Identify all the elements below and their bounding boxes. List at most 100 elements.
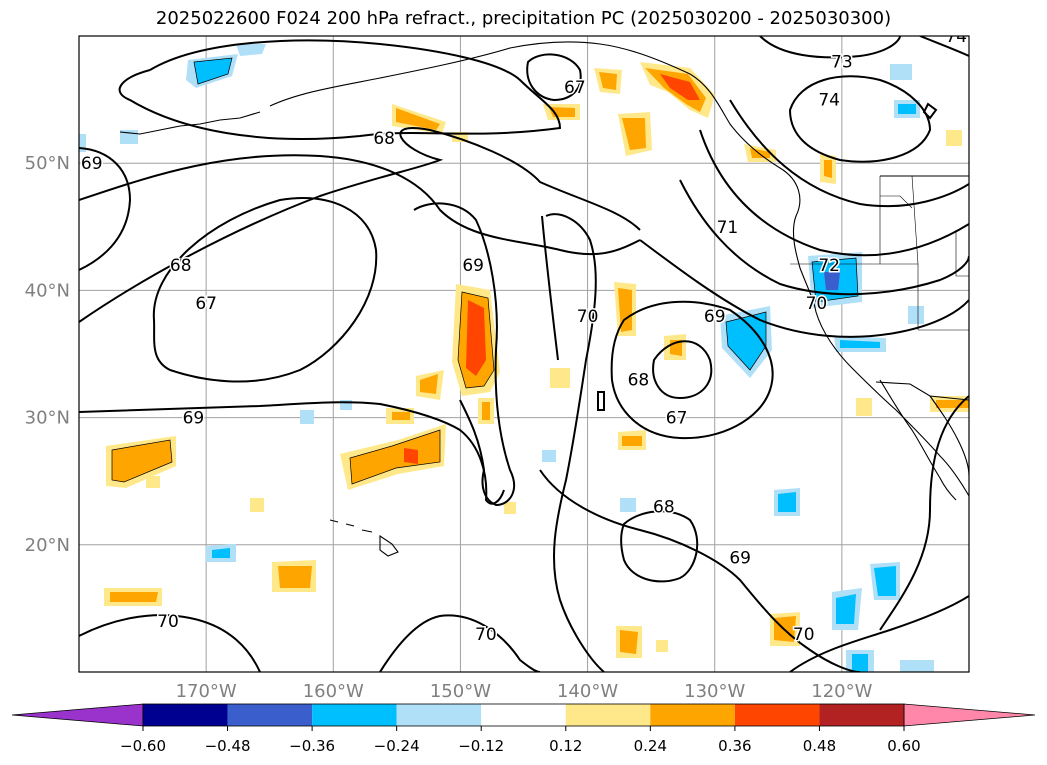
precip-patch xyxy=(946,130,962,146)
precip-patch xyxy=(856,398,872,416)
precip-patch xyxy=(278,566,312,588)
contour-label: 69 xyxy=(704,307,726,327)
precip-patch xyxy=(420,374,438,394)
precip-patch xyxy=(874,566,896,596)
precip-patch xyxy=(599,72,617,90)
contour-label: 69 xyxy=(81,154,103,174)
contour-label: 70 xyxy=(577,307,599,327)
precip-patch xyxy=(110,592,158,602)
colorbar-tick-label: −0.36 xyxy=(289,737,335,755)
precip-patch xyxy=(622,436,642,446)
colorbar-swatch xyxy=(227,704,313,726)
contour-70-south-mid xyxy=(379,614,541,672)
contour-68-south xyxy=(620,510,699,583)
colorbar-tick-label: 0.36 xyxy=(718,737,751,755)
colorbar-frame xyxy=(142,703,905,727)
chart-title: 2025022600 F024 200 hPa refract., precip… xyxy=(155,8,892,29)
contour-label: 70 xyxy=(806,294,828,314)
refractivity-contours xyxy=(79,36,969,672)
contour-70-left xyxy=(541,215,559,361)
colorbar-swatch xyxy=(312,704,397,726)
colorbar-swatch xyxy=(396,704,482,726)
contour-top-right-loop xyxy=(526,53,582,102)
contour-label: 70 xyxy=(793,625,815,645)
precip-patch xyxy=(542,450,556,462)
precip-patch xyxy=(840,340,880,348)
colorbar-under-extension xyxy=(11,703,144,727)
contour-small-loop xyxy=(597,391,605,411)
contour-top-arc xyxy=(118,39,562,140)
precip-patch xyxy=(404,448,418,464)
hawaii-islands xyxy=(329,519,399,557)
colorbar-swatch xyxy=(481,704,566,726)
contour-label: 74 xyxy=(945,27,967,47)
precip-patch xyxy=(194,58,232,84)
precip-patch xyxy=(824,272,840,290)
contour-74 xyxy=(788,75,932,163)
contour-label: 68 xyxy=(170,256,192,276)
precip-patch xyxy=(396,108,440,130)
colorbar: −0.60 −0.48 −0.36 −0.24 −0.12 0.12 0.24 0.36 0.4… xyxy=(11,703,1036,755)
contour-label: 72 xyxy=(818,256,840,276)
contour-label: 71 xyxy=(717,218,739,238)
precip-patch xyxy=(620,498,636,512)
contour-70-narrow xyxy=(545,213,605,672)
map-plot-area: 6867696869676970686768697172707374746970… xyxy=(79,27,969,672)
contour-69-west xyxy=(79,147,132,271)
contour-label: 74 xyxy=(818,91,840,111)
contour-label: 68 xyxy=(373,129,395,149)
precip-patch xyxy=(824,160,832,178)
plot-frame xyxy=(78,35,970,673)
precip-patch xyxy=(350,430,440,484)
colorbar-tick-label: 0.48 xyxy=(803,737,836,755)
precip-patch xyxy=(618,288,632,332)
colorbar-tick-label: 0.12 xyxy=(549,737,582,755)
precip-patch xyxy=(898,104,916,114)
longitude-tick-label: 160°W xyxy=(303,681,364,702)
precip-patch xyxy=(550,368,570,388)
contour-label: 69 xyxy=(729,549,751,569)
contour-69-mid xyxy=(79,401,505,505)
contour-label: 69 xyxy=(462,256,484,276)
contour-labels: 6867696869676970686768697172707374746970… xyxy=(79,27,968,646)
us-mexico-border xyxy=(875,381,969,401)
contour-label: 68 xyxy=(628,370,650,390)
colorbar-tick-label: −0.12 xyxy=(458,737,504,755)
precip-negative-shading xyxy=(79,44,934,672)
contour-label: 67 xyxy=(195,294,217,314)
contour-label: 69 xyxy=(183,409,205,429)
colorbar-over-extension xyxy=(903,703,1036,727)
precip-patch xyxy=(300,410,314,424)
longitude-labels: 170°W 160°W 150°W 140°W 130°W 120°W xyxy=(176,681,873,702)
mainland-mexico-coast xyxy=(929,395,969,477)
coastlines xyxy=(119,41,969,557)
precip-patch xyxy=(852,654,868,672)
latitude-tick-label: 30°N xyxy=(25,408,70,429)
precip-outlines xyxy=(111,57,859,485)
colorbar-swatch xyxy=(819,704,904,726)
contour-label: 73 xyxy=(831,52,853,72)
precip-patch xyxy=(466,300,486,376)
colorbar-swatch xyxy=(734,704,820,726)
colorbar-swatch xyxy=(650,704,735,726)
contour-67-east xyxy=(652,340,713,400)
colorbar-tick-label: −0.48 xyxy=(205,737,251,755)
contour-70-east xyxy=(639,239,969,338)
latitude-tick-label: 50°N xyxy=(25,153,70,174)
contour-71 xyxy=(679,179,969,296)
contour-68-loop xyxy=(79,154,641,256)
contour-closed-small xyxy=(922,102,938,120)
precip-patch xyxy=(392,412,410,420)
longitude-tick-label: 150°W xyxy=(430,681,491,702)
contour-68-east xyxy=(610,300,774,440)
contour-69-snake xyxy=(413,202,515,507)
aleutian-islands xyxy=(119,111,261,135)
colorbar-tick-label: −0.60 xyxy=(120,737,166,755)
latitude-tick-label: 20°N xyxy=(25,535,70,556)
precip-patch xyxy=(660,74,700,100)
contour-label: 70 xyxy=(157,612,179,632)
latitude-labels: 20°N 30°N 40°N 50°N xyxy=(25,153,70,556)
latitude-tick-label: 40°N xyxy=(25,280,70,301)
precip-patch xyxy=(656,640,668,652)
